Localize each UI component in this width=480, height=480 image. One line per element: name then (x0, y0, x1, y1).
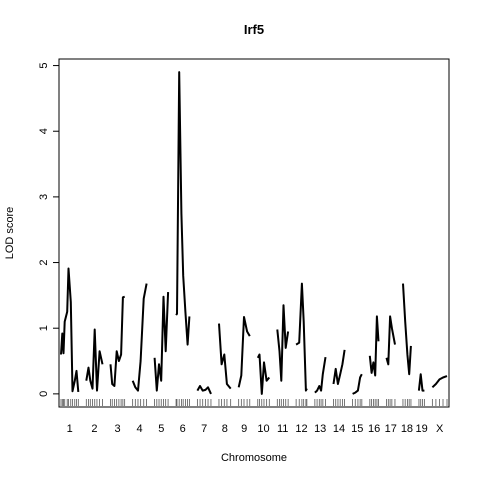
y-tick-label: 3 (38, 194, 50, 200)
lod-line-chr-9 (237, 316, 251, 388)
y-tick-label: 5 (38, 63, 50, 69)
lod-line-chr-16 (368, 315, 380, 377)
lod-line-chr-4 (131, 283, 148, 392)
x-tick-label: 12 (295, 423, 307, 435)
lod-line-chr-18 (402, 283, 412, 376)
x-tick-label: 2 (91, 423, 97, 435)
x-tick-label: 15 (351, 423, 363, 435)
x-tick-label: 11 (277, 423, 288, 435)
lod-line-chr-3 (109, 295, 126, 387)
y-tick-label: 2 (38, 259, 50, 265)
x-tick-label: 14 (333, 423, 345, 435)
x-tick-label: 13 (314, 423, 326, 435)
x-tick-label: 5 (158, 423, 164, 435)
x-tick-label: 7 (201, 423, 207, 435)
lod-line-chr-10 (256, 353, 271, 395)
lod-line-chr-8 (218, 323, 232, 390)
x-axis-label: Chromosome (221, 452, 287, 464)
chart-title: Irf5 (244, 22, 264, 37)
lod-line-chr-12 (295, 282, 308, 392)
marker-rug (60, 399, 448, 406)
x-tick-label: 19 (416, 423, 428, 435)
x-tick-label: 6 (180, 423, 186, 435)
y-axis: 0 1 2 3 4 5 (38, 63, 59, 397)
lod-line-chr-19 (417, 373, 425, 392)
lod-line-chr-15 (352, 373, 363, 395)
lod-line-chr-2 (85, 328, 104, 392)
x-axis: 1 2 3 4 5 6 7 8 9 10 11 12 13 14 15 16 17 18 19 X (67, 423, 444, 435)
lod-line-chr-11 (276, 304, 290, 382)
lod-line-chr-17 (385, 315, 396, 366)
lod-series (60, 71, 448, 395)
y-tick-label: 0 (38, 391, 50, 397)
x-tick-label: 8 (222, 423, 228, 435)
x-tick-label: 18 (401, 423, 413, 435)
y-axis-label: LOD score (4, 207, 16, 260)
lod-line-chr-6 (175, 71, 191, 346)
lod-line-chr-5 (153, 292, 170, 392)
x-tick-label: 9 (241, 423, 247, 435)
lod-line-chr-X (431, 375, 448, 389)
lod-line-chr-7 (196, 385, 212, 395)
y-tick-label: 1 (38, 325, 50, 331)
lod-line-chr-14 (332, 349, 346, 385)
lod-line-chr-1 (60, 267, 80, 393)
x-tick-label: 4 (137, 423, 143, 435)
x-tick-label: 1 (67, 423, 73, 435)
x-tick-label: 10 (257, 423, 269, 435)
x-tick-label: 16 (368, 423, 380, 435)
x-tick-label: X (436, 423, 444, 435)
x-tick-label: 3 (114, 423, 120, 435)
x-tick-label: 17 (385, 423, 397, 435)
plot-frame (58, 58, 450, 408)
y-tick-label: 4 (38, 128, 50, 134)
lod-line-chr-13 (314, 356, 327, 394)
